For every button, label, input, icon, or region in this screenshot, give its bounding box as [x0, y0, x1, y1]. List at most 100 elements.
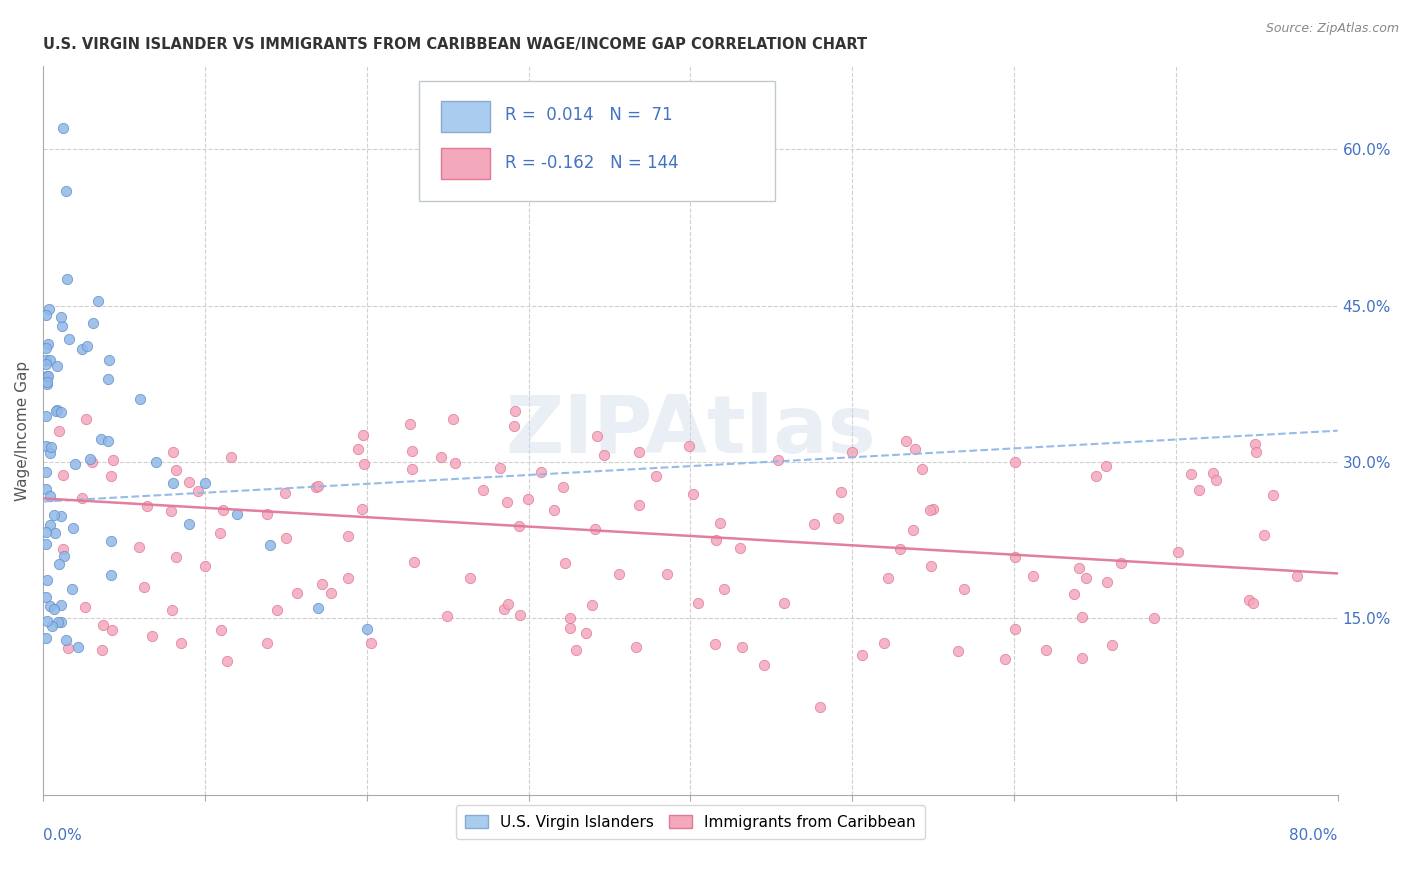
Point	[49, 508, 72, 523]
Point	[1074, 571, 1097, 585]
Text: Source: ZipAtlas.com: Source: ZipAtlas.com	[1265, 22, 1399, 36]
Point	[101, 453, 124, 467]
Point	[1004, 549, 1026, 564]
Point	[35, 409, 58, 423]
Point	[48, 424, 70, 438]
Point	[212, 503, 235, 517]
Point	[41, 618, 63, 632]
Point	[730, 640, 752, 654]
Point	[38, 301, 60, 316]
Point	[82, 316, 104, 330]
Point	[35, 466, 58, 480]
Point	[46, 615, 69, 629]
Point	[889, 542, 911, 557]
Point	[360, 636, 382, 650]
Point	[274, 531, 297, 545]
Point	[215, 654, 238, 668]
Point	[495, 494, 517, 508]
Point	[458, 571, 481, 585]
Point	[307, 600, 329, 615]
Point	[1244, 445, 1267, 459]
Point	[1094, 458, 1116, 473]
Point	[1004, 622, 1026, 636]
Point	[436, 609, 458, 624]
Point	[55, 632, 77, 647]
Point	[38, 599, 60, 613]
Point	[38, 518, 60, 533]
Point	[441, 411, 464, 425]
Point	[346, 442, 368, 457]
Point	[911, 462, 934, 476]
Point	[713, 582, 735, 596]
Point	[1109, 556, 1132, 570]
Point	[311, 577, 333, 591]
Point	[1084, 469, 1107, 483]
Point	[1142, 610, 1164, 624]
Point	[52, 467, 75, 482]
Point	[443, 456, 465, 470]
Point	[350, 502, 373, 516]
Point	[49, 310, 72, 324]
Point	[896, 434, 918, 449]
Point	[44, 602, 66, 616]
Point	[904, 442, 927, 457]
Point	[489, 461, 512, 475]
Legend: U.S. Virgin Islanders, Immigrants from Caribbean: U.S. Virgin Islanders, Immigrants from C…	[456, 805, 925, 838]
Point	[35, 537, 58, 551]
Point	[918, 503, 941, 517]
Point	[72, 491, 94, 505]
Point	[1022, 569, 1045, 583]
Point	[97, 371, 120, 385]
Point	[471, 483, 494, 498]
Point	[565, 643, 588, 657]
Point	[256, 507, 278, 521]
Point	[90, 432, 112, 446]
Point	[129, 392, 152, 407]
Point	[876, 571, 898, 585]
Point	[49, 405, 72, 419]
Point	[79, 451, 101, 466]
Point	[530, 465, 553, 479]
Point	[626, 640, 648, 654]
Point	[509, 608, 531, 623]
Text: R =  0.014   N =  71: R = 0.014 N = 71	[505, 106, 673, 124]
Point	[44, 508, 66, 522]
Point	[516, 491, 538, 506]
Point	[39, 353, 62, 368]
Point	[55, 184, 77, 198]
Point	[97, 353, 120, 368]
Point	[560, 621, 582, 635]
Point	[136, 499, 159, 513]
Point	[872, 635, 894, 649]
Point	[627, 498, 650, 512]
Point	[66, 640, 89, 655]
Point	[1241, 596, 1264, 610]
Point	[1244, 436, 1267, 450]
Point	[1167, 544, 1189, 558]
Point	[132, 580, 155, 594]
Point	[554, 556, 576, 570]
Point	[35, 341, 58, 355]
Point	[803, 516, 825, 531]
Bar	[440, 101, 489, 132]
Point	[581, 599, 603, 613]
Text: 80.0%: 80.0%	[1289, 829, 1337, 843]
Point	[53, 549, 76, 563]
Point	[583, 522, 606, 536]
Point	[266, 603, 288, 617]
Point	[39, 489, 62, 503]
Point	[177, 517, 200, 532]
Point	[1063, 587, 1085, 601]
Point	[920, 559, 942, 574]
Point	[1180, 467, 1202, 481]
Point	[100, 568, 122, 582]
Point	[162, 603, 184, 617]
Point	[830, 484, 852, 499]
Point	[35, 377, 58, 392]
Point	[194, 559, 217, 574]
Point	[1202, 466, 1225, 480]
Point	[1101, 638, 1123, 652]
Point	[686, 596, 709, 610]
Point	[307, 479, 329, 493]
Point	[678, 439, 700, 453]
